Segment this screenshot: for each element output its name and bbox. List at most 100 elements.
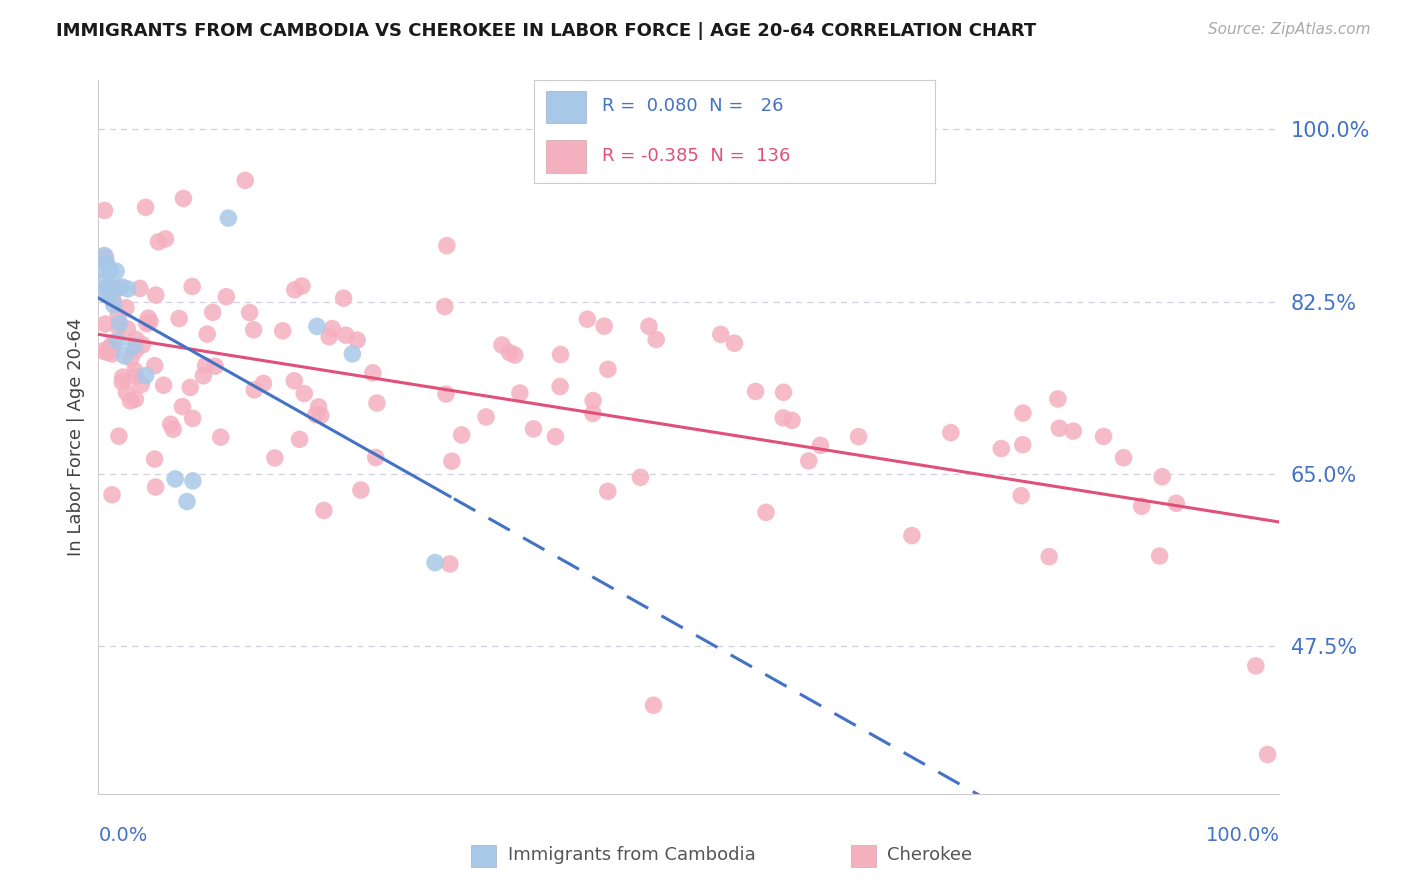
Point (181, 411, 204, 425)
Text: 0.0%: 0.0% (98, 826, 148, 845)
Point (990, 442, 1012, 456)
Bar (547, 91, 586, 123)
Point (129, 377, 152, 392)
Point (193, 368, 215, 383)
Point (596, 362, 619, 376)
Point (439, 557, 461, 571)
Point (94, 317, 117, 331)
Point (593, 319, 616, 334)
Point (111, 370, 134, 384)
Point (723, 336, 745, 351)
Point (111, 280, 134, 294)
Point (242, 323, 264, 337)
Text: R =  0.080  N =   26: R = 0.080 N = 26 (602, 97, 785, 115)
Point (181, 474, 204, 488)
Point (434, 387, 457, 401)
Point (291, 279, 314, 293)
Point (143, 359, 166, 373)
Point (522, 422, 544, 436)
Point (101, 488, 124, 502)
Point (772, 410, 794, 425)
Y-axis label: In Labor Force | Age 20-64: In Labor Force | Age 20-64 (66, 318, 84, 557)
Point (423, 556, 446, 570)
Point (103, 298, 125, 312)
Point (1062, 424, 1084, 438)
Point (440, 454, 463, 468)
Point (94, 285, 117, 300)
Point (215, 290, 238, 304)
Point (1149, 549, 1171, 563)
Point (129, 281, 152, 295)
Point (1130, 500, 1153, 514)
Point (152, 378, 174, 392)
Text: Immigrants from Cambodia: Immigrants from Cambodia (508, 847, 755, 864)
Point (630, 470, 652, 484)
Point (131, 337, 153, 351)
Point (100, 283, 122, 297)
Point (582, 393, 605, 408)
Point (93, 248, 115, 262)
Point (239, 305, 262, 319)
Bar (547, 140, 586, 173)
Point (135, 368, 157, 383)
Point (124, 369, 146, 384)
Point (332, 291, 354, 305)
Point (159, 417, 181, 432)
Point (576, 312, 599, 326)
Point (162, 422, 184, 436)
Point (172, 191, 194, 205)
Point (318, 330, 340, 344)
Point (209, 430, 232, 444)
Point (98, 340, 121, 354)
Point (1011, 438, 1033, 452)
Point (638, 319, 661, 334)
Point (91, 343, 114, 358)
Point (145, 480, 167, 494)
Point (194, 359, 217, 373)
Point (111, 375, 134, 389)
Text: Source: ZipAtlas.com: Source: ZipAtlas.com (1208, 22, 1371, 37)
Point (217, 211, 239, 225)
Point (288, 433, 311, 447)
Point (122, 339, 145, 353)
Point (176, 494, 198, 508)
Point (797, 454, 820, 468)
Point (475, 409, 498, 424)
Point (342, 347, 364, 361)
Point (96, 345, 118, 359)
Point (103, 334, 125, 349)
Point (107, 320, 129, 334)
Point (96, 256, 118, 270)
Point (1152, 469, 1174, 483)
Point (1244, 659, 1267, 673)
Point (105, 334, 128, 348)
Point (101, 347, 124, 361)
Point (450, 428, 472, 442)
Point (139, 314, 162, 328)
Point (165, 472, 187, 486)
Point (172, 400, 194, 414)
Point (148, 235, 170, 249)
Point (94, 250, 117, 264)
Point (124, 364, 146, 378)
Point (645, 333, 668, 347)
Point (1038, 549, 1060, 564)
Point (105, 264, 128, 278)
Point (596, 484, 619, 499)
Point (179, 380, 201, 394)
Point (361, 366, 384, 380)
Point (366, 396, 388, 410)
Text: IMMIGRANTS FROM CAMBODIA VS CHEROKEE IN LABOR FORCE | AGE 20-64 CORRELATION CHAR: IMMIGRANTS FROM CAMBODIA VS CHEROKEE IN … (56, 22, 1036, 40)
Point (155, 232, 177, 246)
Point (292, 386, 315, 401)
Point (233, 173, 256, 187)
Point (710, 327, 733, 342)
Point (145, 288, 167, 302)
Point (1046, 392, 1069, 406)
Point (108, 281, 131, 295)
Point (503, 348, 526, 362)
Point (135, 200, 157, 214)
Point (91, 275, 114, 289)
Point (263, 450, 285, 465)
Point (204, 359, 226, 374)
